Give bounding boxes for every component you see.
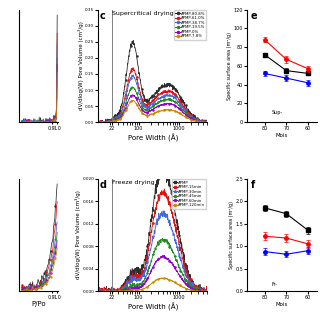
X-axis label: Mois: Mois [276, 133, 288, 138]
Y-axis label: dV/dlog(W) Pore Volume (cm³/g): dV/dlog(W) Pore Volume (cm³/g) [78, 21, 84, 110]
Legend: APMP, APMP-15min, APMP-30min, APMP-45min, APMP-60min, APMP-120min: APMP, APMP-15min, APMP-30min, APMP-45min… [172, 179, 206, 209]
Text: f: f [251, 180, 255, 190]
Y-axis label: Specific surface area (m²/g): Specific surface area (m²/g) [227, 32, 232, 100]
Text: c: c [100, 11, 105, 21]
Y-axis label: dV/dlog(W) Pore Volume (cm³/g): dV/dlog(W) Pore Volume (cm³/g) [75, 190, 81, 279]
Text: Sup-: Sup- [271, 110, 283, 116]
Text: Fr-: Fr- [271, 282, 277, 287]
X-axis label: Pore Width (Å): Pore Width (Å) [128, 303, 178, 311]
Text: Freeze drying: Freeze drying [112, 180, 155, 185]
Legend: APMP-80.8%, APMP-61.0%, APMP-38.7%, APMP-19.5%, APMP-0%, APMP-7.8%: APMP-80.8%, APMP-61.0%, APMP-38.7%, APMP… [174, 10, 206, 40]
X-axis label: Mois: Mois [276, 302, 288, 307]
Text: Supercritical drying: Supercritical drying [112, 11, 174, 16]
Text: e: e [251, 11, 257, 21]
X-axis label: Pore Width (Å): Pore Width (Å) [128, 134, 178, 142]
X-axis label: P/Po: P/Po [31, 301, 46, 307]
Text: d: d [100, 180, 107, 190]
Y-axis label: Specific surface area (m²/g): Specific surface area (m²/g) [229, 201, 234, 269]
